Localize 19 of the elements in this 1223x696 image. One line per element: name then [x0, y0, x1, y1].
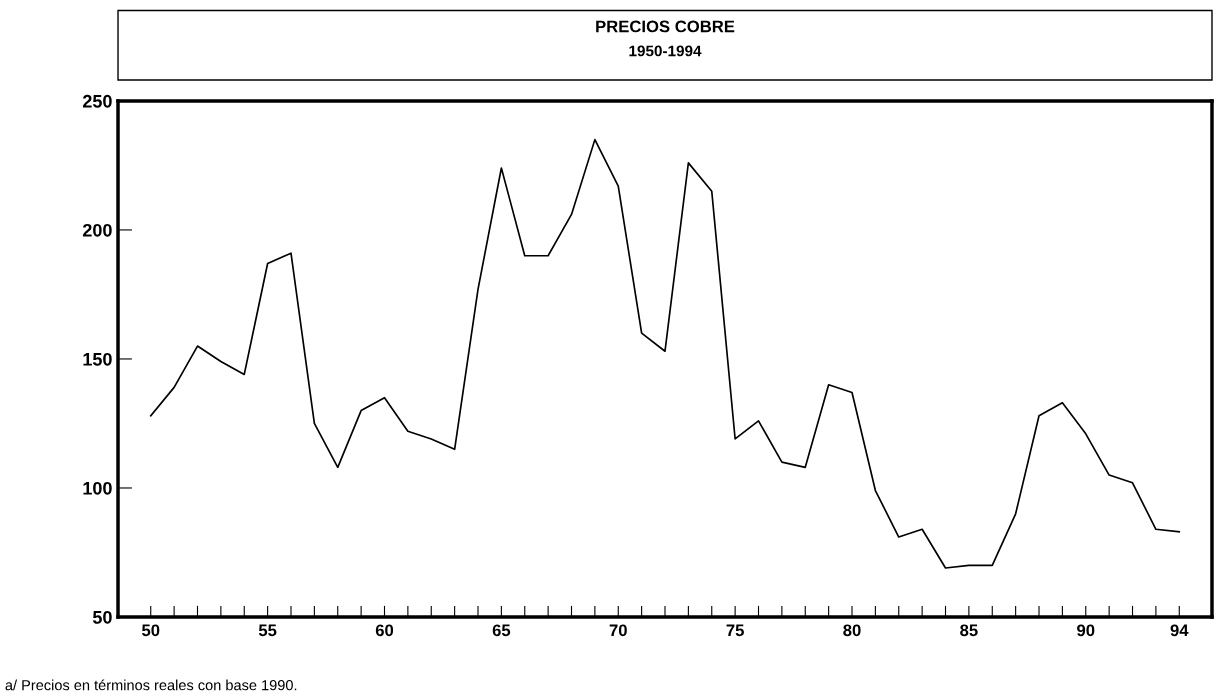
x-tick-label: 60: [375, 624, 394, 637]
x-tick-label: 90: [1077, 624, 1095, 637]
y-tick-label: 50: [92, 610, 112, 624]
x-tick-label: 50: [141, 624, 160, 637]
x-tick-label: 75: [726, 624, 744, 637]
x-tick-label: 55: [258, 624, 277, 637]
x-tick-label: 85: [960, 624, 978, 637]
y-tick-label: 100: [83, 481, 112, 495]
y-tick-label: 250: [82, 94, 112, 108]
x-tick-label: 94: [1170, 624, 1189, 637]
y-tick-label: 150: [83, 352, 112, 366]
line-series: [149, 138, 1181, 569]
chart-subtitle: 1950-1994: [629, 45, 702, 57]
x-tick-label: 65: [492, 624, 511, 637]
y-tick-label: 200: [82, 223, 112, 237]
text: a/ Precios en términos reales con base 1990.: [5, 679, 297, 691]
chart-title: PRECIOS COBRE: [596, 20, 735, 33]
x-tick-label: 70: [609, 624, 627, 637]
x-tick-label: 80: [843, 624, 861, 637]
